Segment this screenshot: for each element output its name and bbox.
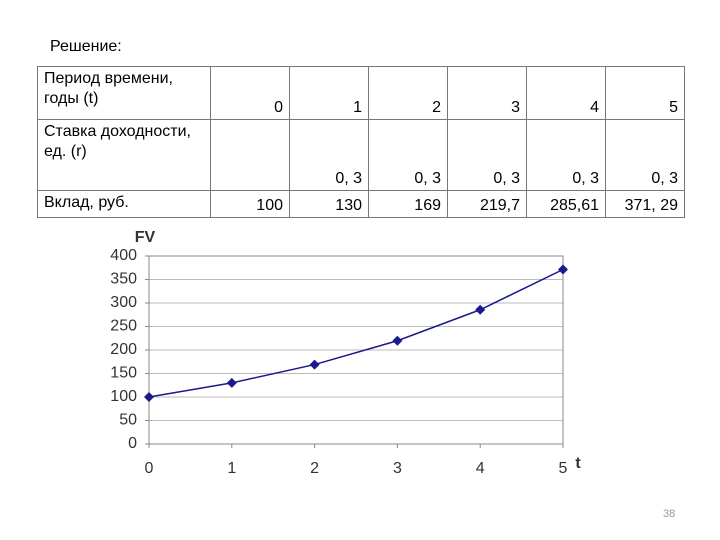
x-axis-label: t [575,455,581,472]
y-tick-label: 400 [110,247,137,264]
data-point [558,264,568,275]
y-tick-label: 300 [110,294,137,311]
x-tick-label: 5 [559,460,568,477]
y-tick-label: 100 [110,388,137,405]
table-cell: 3 [447,66,527,120]
table-cell: 0, 3 [447,119,527,191]
data-table: Период времени, годы (t) 0 1 2 3 4 5 Ставка дох… [37,66,685,218]
table-cell: Период времени, годы (t) [37,66,211,120]
table-row: Период времени, годы (t) 0 1 2 3 4 5 [37,66,685,120]
x-tick-label: 2 [310,460,319,477]
table-cell: 169 [368,190,448,218]
y-tick-label: 150 [110,365,137,382]
y-tick-label: 50 [119,412,137,429]
table-cell: 130 [289,190,369,218]
title: Решение: [50,38,122,55]
table-cell: 0, 3 [605,119,685,191]
x-tick-label: 1 [227,460,236,477]
table-cell: 285,61 [526,190,606,218]
table-cell: 371, 29 [605,190,685,218]
x-tick-label: 0 [145,460,154,477]
table-cell: Вклад, руб. [37,190,211,218]
y-axis-label: FV [135,229,156,246]
x-tick-label: 4 [476,460,485,477]
plot-border [148,255,564,445]
table-row: Ставка доходности, ед. (r) 0, 3 0, 3 0, 3 0,… [37,119,685,191]
data-point [475,304,486,315]
data-point [226,377,237,388]
y-tick-label: 350 [110,271,137,288]
data-point [144,392,154,402]
page-number: 38 [663,508,676,520]
data-point [309,359,320,370]
y-tick-label: 200 [110,341,137,358]
table-row: Вклад, руб. 100 130 169 219,7 285,61 371, 29 [37,190,685,218]
table-cell: 0, 3 [289,119,369,191]
y-tick-label: 0 [128,435,137,452]
x-tick-label: 3 [393,460,402,477]
table-cell: 2 [368,66,448,120]
data-line [148,268,564,398]
table-cell: 0, 3 [368,119,448,191]
table-cell: 100 [210,190,290,218]
y-tick-label: 250 [110,318,137,335]
data-point [392,335,403,346]
table-cell: 219,7 [447,190,527,218]
